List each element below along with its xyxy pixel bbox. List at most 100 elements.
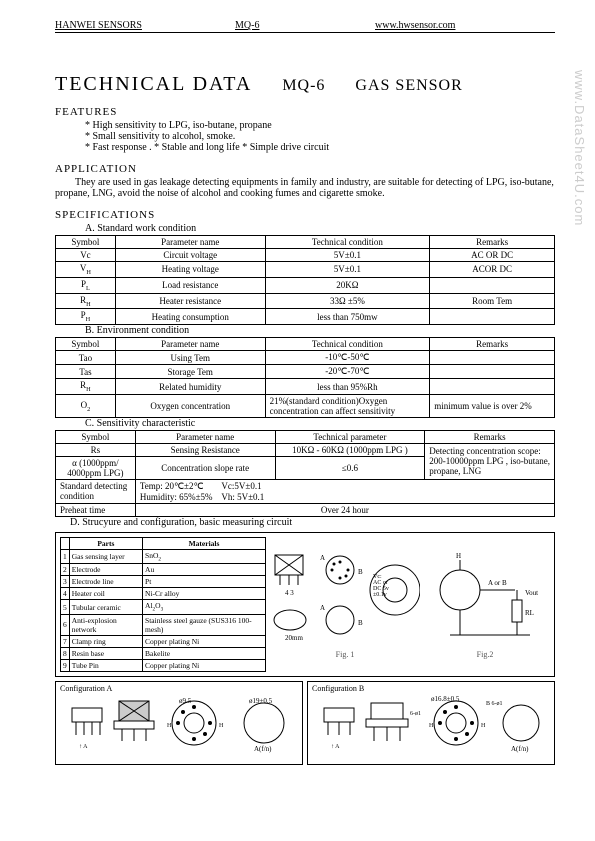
- cell: AC OR DC: [430, 249, 555, 262]
- cell: 5V±0.1: [265, 249, 430, 262]
- features-heading: FEATURES: [55, 106, 555, 118]
- col-remarks: Remarks: [430, 236, 555, 249]
- cell: PH: [56, 309, 116, 325]
- fig2-area: H A or B Vout RL Fig.2: [420, 537, 550, 672]
- svg-text:A: A: [320, 554, 325, 562]
- config-a-box: Configuration A ↑ A ø9.5 HH ø19±0.: [55, 681, 303, 765]
- cell: Heater coil: [69, 588, 142, 600]
- title-kind: GAS SENSOR: [355, 77, 462, 95]
- cell: [61, 537, 70, 549]
- col-symbol: Symbol: [56, 236, 116, 249]
- cell: Preheat time: [56, 503, 136, 516]
- cell: O2: [56, 394, 116, 417]
- svg-text:A(f/n): A(f/n): [511, 745, 529, 753]
- cell: [430, 351, 555, 365]
- cell: Tao: [56, 351, 116, 365]
- application-heading: APPLICATION: [55, 163, 555, 175]
- cell: Anti-explosion network: [69, 614, 142, 635]
- cell: 21%(standard condition)Oxygen concentrat…: [265, 394, 430, 417]
- svg-text:RL: RL: [525, 609, 534, 617]
- col-remarks: Remarks: [425, 430, 555, 443]
- section-d-caption: D. Strucyure and configuration, basic me…: [70, 517, 555, 528]
- table-c-caption: C. Sensitivity characteristic: [85, 418, 555, 429]
- cell: ≤0.6: [275, 456, 425, 479]
- application-text: They are used in gas leakage detecting e…: [55, 177, 555, 199]
- feature-item: * High sensitivity to LPG, iso-butane, p…: [85, 120, 555, 131]
- cell: Over 24 hour: [135, 503, 554, 516]
- col-param: Parameter name: [115, 236, 265, 249]
- fig1-label: Fig. 1: [336, 650, 355, 659]
- cell: Gas sensing layer: [69, 549, 142, 564]
- cell: VH: [56, 262, 116, 278]
- col-tech: Technical condition: [265, 236, 430, 249]
- cell: Al2O3: [143, 600, 266, 615]
- feature-item: * Fast response . * Stable and long life…: [85, 142, 555, 153]
- cell: RH: [56, 293, 116, 309]
- cell: Parts: [69, 537, 142, 549]
- table-b-caption: B. Environment condition: [85, 325, 555, 336]
- cell: Vc: [56, 249, 116, 262]
- cell: Au: [143, 564, 266, 576]
- cell: RH: [56, 379, 116, 395]
- cell: Concentration slope rate: [135, 456, 275, 479]
- config-b-diagram: ↑ A 6-ø1 ø16.8±0.5 HH B 6-ø1 A(f/n): [312, 693, 550, 753]
- col-tech: Technical condition: [265, 338, 430, 351]
- cell: 4: [61, 588, 70, 600]
- cell: α (1000ppm/ 4000ppm LPG): [56, 456, 136, 479]
- cell: -10℃-50℃: [265, 351, 430, 365]
- config-b-label: Configuration B: [312, 684, 364, 693]
- cell: Sensing Resistance: [135, 443, 275, 456]
- title-row: TECHNICAL DATA MQ-6 GAS SENSOR: [55, 73, 555, 96]
- cell: Tubular ceramic: [69, 600, 142, 615]
- cell: [430, 277, 555, 293]
- cell: Resin base: [69, 647, 142, 659]
- cell: minimum value is over 2%: [430, 394, 555, 417]
- svg-text:↑ A: ↑ A: [331, 744, 340, 750]
- cell: Electrode line: [69, 576, 142, 588]
- col-symbol: Symbol: [56, 338, 116, 351]
- cell: Tas: [56, 365, 116, 379]
- cell: 3: [61, 576, 70, 588]
- config-row: Configuration A ↑ A ø9.5 HH ø19±0.: [55, 681, 555, 765]
- cell: less than 95%Rh: [265, 379, 430, 395]
- feature-item: * Small sensitivity to alcohol, smoke.: [85, 131, 555, 142]
- config-a-diagram: ↑ A ø9.5 HH ø19±0.5 A(f/n): [60, 693, 298, 753]
- title-model: MQ-6: [282, 77, 325, 95]
- cell: 5: [61, 600, 70, 615]
- svg-text:Vout: Vout: [525, 589, 538, 597]
- cell: Pt: [143, 576, 266, 588]
- cell: 33Ω ±5%: [265, 293, 430, 309]
- cell: Room Tem: [430, 293, 555, 309]
- svg-text:H: H: [429, 723, 434, 729]
- svg-text:20mm: 20mm: [285, 634, 303, 642]
- cell: less than 750mw: [265, 309, 430, 325]
- header-company: HANWEI SENSORS: [55, 20, 235, 31]
- cell: ACOR DC: [430, 262, 555, 278]
- cell: Bakelite: [143, 647, 266, 659]
- cell: Circuit voltage: [115, 249, 265, 262]
- svg-text:H: H: [481, 723, 486, 729]
- page-header: HANWEI SENSORS MQ-6 www.hwsensor.com: [55, 20, 555, 33]
- cell: [430, 309, 555, 325]
- cell: Heating voltage: [115, 262, 265, 278]
- cell: Standard detecting condition: [56, 479, 136, 503]
- col-tech: Technical parameter: [275, 430, 425, 443]
- specifications-heading: SPECIFICATIONS: [55, 209, 555, 221]
- fig2-label: Fig.2: [477, 650, 494, 659]
- cell: Electrode: [69, 564, 142, 576]
- header-url: www.hwsensor.com: [375, 20, 555, 31]
- svg-text:H: H: [167, 723, 172, 729]
- svg-text:A: A: [320, 604, 325, 612]
- cell: SnO2: [143, 549, 266, 564]
- svg-text:6-ø1: 6-ø1: [410, 711, 421, 717]
- cell: 10KΩ - 60KΩ (1000ppm LPG ): [275, 443, 425, 456]
- col-param: Parameter name: [135, 430, 275, 443]
- cell: 5V±0.1: [265, 262, 430, 278]
- cell: Clamp ring: [69, 635, 142, 647]
- header-model: MQ-6: [235, 20, 375, 31]
- svg-text:ø16.8±0.5: ø16.8±0.5: [431, 695, 460, 703]
- cell: 2: [61, 564, 70, 576]
- cell: Related humidity: [115, 379, 265, 395]
- config-a-label: Configuration A: [60, 684, 112, 693]
- cell: Using Tem: [115, 351, 265, 365]
